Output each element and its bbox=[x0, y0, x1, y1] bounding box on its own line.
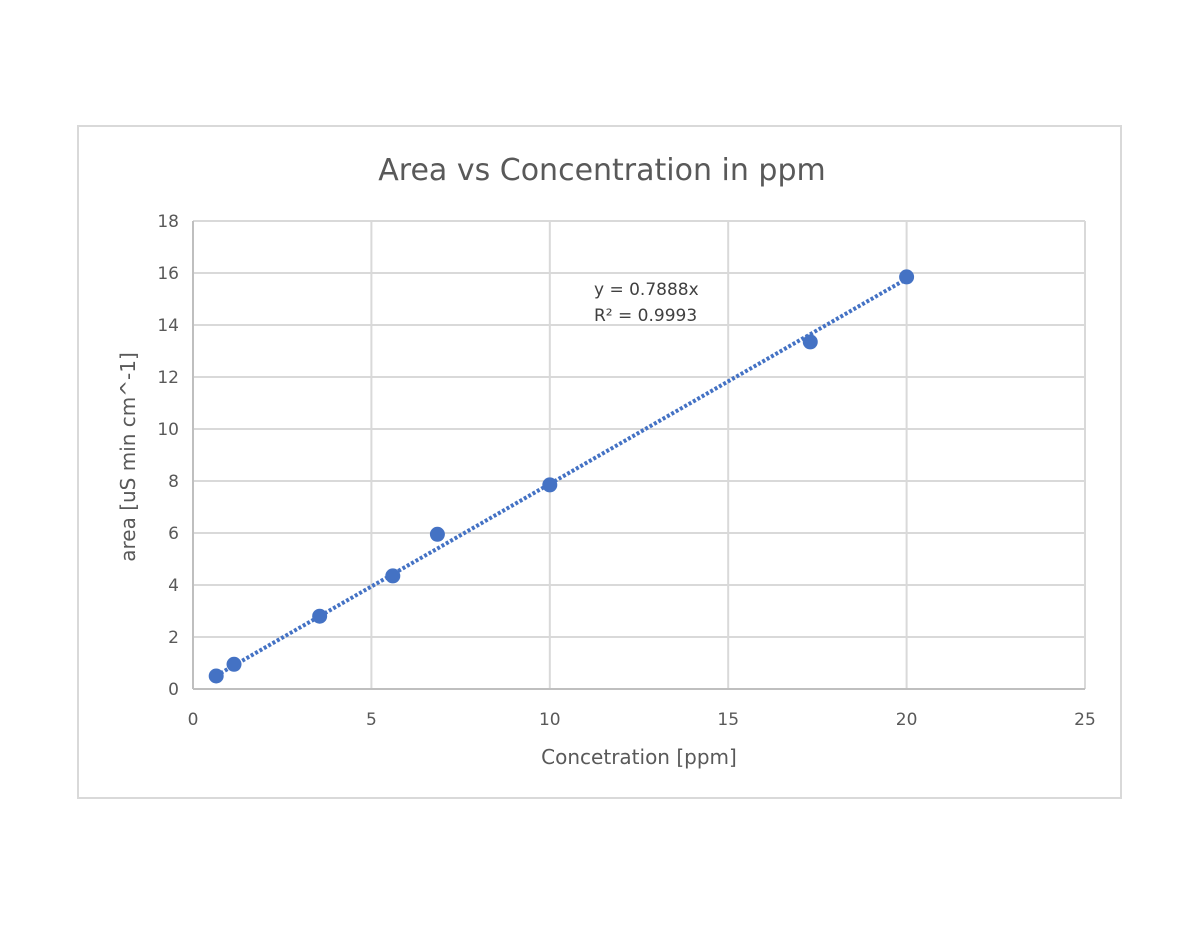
y-tick-label: 6 bbox=[168, 524, 179, 544]
tick-labels: 0 2 4 6 8 10 12 14 16 18 0 5 10 15 20 25 bbox=[157, 212, 1095, 730]
trendline-equation: y = 0.7888x bbox=[594, 280, 699, 300]
y-tick-label: 18 bbox=[157, 212, 179, 232]
gridlines bbox=[193, 220, 1086, 689]
data-point bbox=[312, 608, 328, 624]
y-tick-label: 16 bbox=[157, 264, 179, 284]
chart-title: Area vs Concentration in ppm bbox=[378, 153, 825, 188]
data-point bbox=[208, 668, 224, 684]
x-tick-label: 20 bbox=[896, 710, 918, 730]
trendline-layer bbox=[215, 277, 908, 678]
scatter-chart: 0 2 4 6 8 10 12 14 16 18 0 5 10 15 20 25 Area vs Concen… bbox=[116, 153, 1096, 769]
data-point bbox=[542, 477, 558, 493]
y-tick-label: 12 bbox=[157, 368, 179, 388]
y-tick-label: 2 bbox=[168, 628, 179, 648]
data-point bbox=[802, 334, 818, 350]
x-tick-label: 15 bbox=[717, 710, 739, 730]
y-tick-label: 0 bbox=[168, 680, 179, 700]
x-tick-label: 5 bbox=[366, 710, 377, 730]
y-tick-label: 10 bbox=[157, 420, 179, 440]
x-tick-label: 10 bbox=[539, 710, 561, 730]
axes bbox=[192, 221, 1085, 690]
data-point bbox=[385, 568, 401, 584]
data-point bbox=[226, 656, 242, 672]
data-point bbox=[429, 526, 445, 542]
x-tick-label: 0 bbox=[188, 710, 199, 730]
x-tick-label: 25 bbox=[1074, 710, 1096, 730]
y-tick-label: 4 bbox=[168, 576, 179, 596]
y-tick-label: 8 bbox=[168, 472, 179, 492]
trendline-r-squared: R² = 0.9993 bbox=[594, 306, 697, 326]
trendline bbox=[215, 277, 908, 678]
chart-frame: 0 2 4 6 8 10 12 14 16 18 0 5 10 15 20 25 Area vs Concen… bbox=[77, 125, 1122, 799]
y-axis-title: area [uS min cm^-1] bbox=[116, 352, 140, 562]
data-point bbox=[899, 269, 915, 285]
x-axis-title: Concetration [ppm] bbox=[541, 745, 737, 769]
y-tick-label: 14 bbox=[157, 316, 179, 336]
data-points bbox=[208, 269, 915, 684]
